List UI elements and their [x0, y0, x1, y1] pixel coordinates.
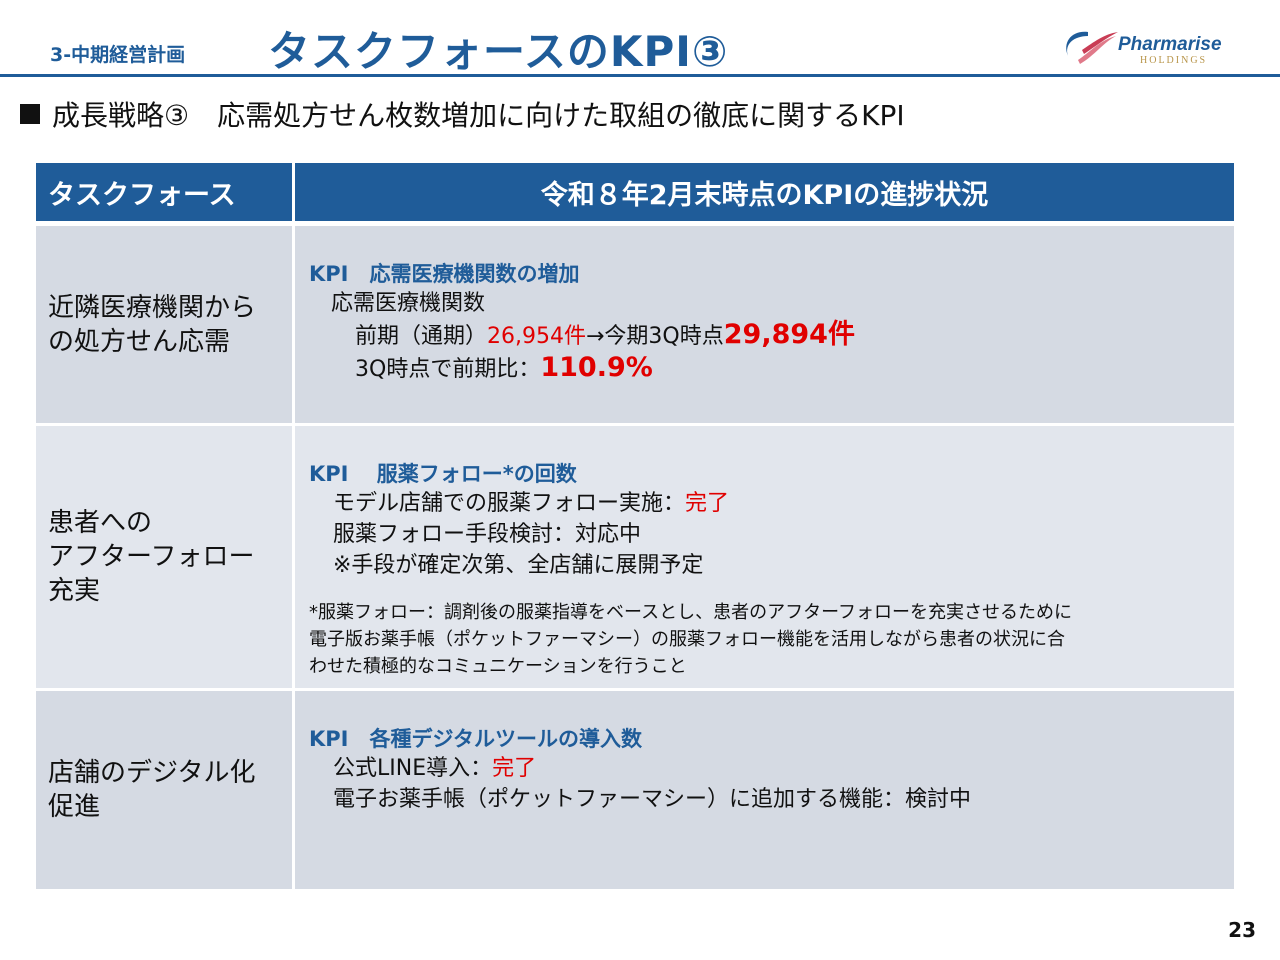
kpi-line: 電子お薬手帳（ポケットファーマシー）に追加する機能：検討中 — [333, 787, 972, 812]
text: 前期（通期） — [355, 324, 488, 349]
value: 26,954件 — [487, 324, 586, 349]
status: 完了 — [492, 756, 537, 781]
text: 公式LINE導入： — [333, 756, 493, 781]
task-text: 促進 — [48, 792, 101, 822]
header-rule — [0, 74, 1280, 77]
task-cell: 店舗のデジタル化 促進 — [36, 691, 292, 889]
kpi-line: 公式LINE導入：完了 — [333, 753, 1234, 784]
text: 3Q時点で前期比： — [355, 357, 541, 382]
logo-mark — [1082, 32, 1118, 54]
subtitle: 成長戦略③ 応需処方せん枚数増加に向けた取組の徹底に関するKPI — [20, 94, 905, 134]
kpi-cell: KPI 応需医療機関数の増加 応需医療機関数 前期（通期）26,954件→今期3… — [295, 226, 1234, 423]
text: モデル店舗での服薬フォロー実施： — [333, 491, 686, 516]
note-line: わせた積極的なコミュニケーションを行うこと — [309, 656, 687, 677]
kpi-line: 前期（通期）26,954件→今期3Q時点29,894件 — [355, 319, 1234, 352]
kpi-heading: KPI 各種デジタルツールの導入数 — [309, 727, 643, 751]
logo: Pharmarise HOLDINGS — [1066, 31, 1222, 66]
kpi-line: 3Q時点で前期比：110.9% — [355, 352, 1234, 385]
kpi-line: 服薬フォロー手段検討：対応中 — [333, 522, 642, 547]
page-number: 23 — [1228, 918, 1256, 942]
table-header: 令和８年2月末時点のKPIの進捗状況 — [295, 163, 1234, 221]
kpi-line: モデル店舗での服薬フォロー実施：完了 — [333, 488, 1234, 519]
logo-name: Pharmarise — [1118, 34, 1222, 55]
value: 29,894件 — [723, 319, 855, 350]
kpi-line: 応需医療機関数 — [331, 291, 486, 316]
kpi-line: ※手段が確定次第、全店舗に展開予定 — [333, 553, 704, 578]
task-text: 店舗のデジタル化 — [48, 758, 256, 788]
task-text: 近隣医療機関から — [48, 292, 257, 323]
task-cell: 近隣医療機関から の処方せん応需 — [36, 226, 292, 423]
text: →今期3Q時点 — [586, 324, 724, 349]
table-header: タスクフォース — [36, 163, 292, 221]
logo-mark — [1078, 36, 1116, 64]
slide-title: タスクフォースのKPI③ — [268, 27, 729, 76]
task-text: 充実 — [48, 576, 101, 606]
value: 110.9% — [540, 352, 653, 383]
footnote: *服薬フォロー：調剤後の服薬指導をベースとし、患者のアフターフォローを充実させる… — [309, 599, 1234, 680]
task-text: の処方せん応需 — [48, 326, 231, 357]
kpi-cell: KPI 服薬フォロー*の回数 モデル店舗での服薬フォロー実施：完了 服薬フォロー… — [295, 426, 1234, 688]
task-text: アフターフォロー — [48, 542, 255, 572]
kpi-heading: KPI 応需医療機関数の増加 — [309, 262, 580, 286]
kpi-cell: KPI 各種デジタルツールの導入数 公式LINE導入：完了 電子お薬手帳（ポケッ… — [295, 691, 1234, 889]
logo-mark — [1066, 31, 1088, 56]
subtitle-text: 成長戦略③ 応需処方せん枚数増加に向けた取組の徹底に関するKPI — [52, 99, 905, 132]
note-line: 電子版お薬手帳（ポケットファーマシー）の服薬フォロー機能を活用しながら患者の状況… — [309, 629, 1065, 650]
note-line: *服薬フォロー：調剤後の服薬指導をベースとし、患者のアフターフォローを充実させる… — [309, 602, 1073, 623]
status: 完了 — [685, 491, 730, 516]
kpi-heading: KPI 服薬フォロー*の回数 — [309, 462, 577, 486]
task-cell: 患者への アフターフォロー 充実 — [36, 426, 292, 688]
logo-sub: HOLDINGS — [1140, 55, 1207, 66]
task-text: 患者への — [48, 508, 153, 538]
section-label: 3-中期経営計画 — [50, 44, 186, 66]
